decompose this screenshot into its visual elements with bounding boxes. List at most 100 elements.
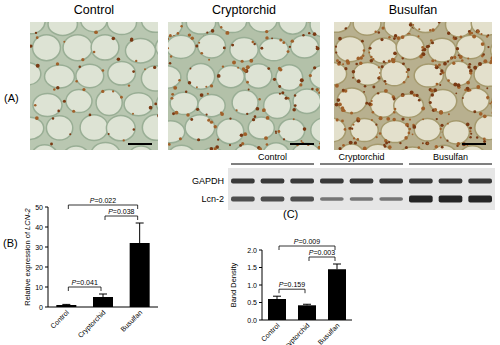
stained-cell bbox=[200, 52, 203, 55]
panel-label: (A) bbox=[4, 92, 19, 104]
stained-cell bbox=[374, 31, 376, 33]
stained-cell bbox=[313, 66, 316, 69]
y-tick bbox=[259, 320, 262, 321]
stained-cell bbox=[191, 37, 194, 40]
tubule bbox=[338, 144, 364, 150]
stained-cell bbox=[454, 37, 457, 40]
y-tick-label: 0.5 bbox=[247, 299, 257, 306]
stained-cell bbox=[275, 132, 277, 134]
tubule bbox=[459, 146, 487, 150]
stained-cell bbox=[450, 57, 452, 59]
tubule bbox=[334, 118, 346, 142]
tubule bbox=[127, 146, 154, 150]
tubule bbox=[248, 117, 274, 139]
stained-cell bbox=[368, 102, 371, 105]
y-tick bbox=[45, 267, 48, 268]
stained-cell bbox=[469, 130, 471, 132]
bar bbox=[328, 269, 346, 320]
stained-cell bbox=[359, 62, 363, 66]
tubule bbox=[414, 119, 440, 141]
stained-cell bbox=[293, 118, 295, 120]
stained-cell bbox=[294, 94, 296, 96]
micrograph bbox=[168, 22, 320, 150]
stained-cell bbox=[168, 143, 171, 146]
stained-cell bbox=[349, 141, 353, 145]
stained-cell bbox=[170, 97, 173, 100]
stained-cell bbox=[446, 140, 448, 142]
tubule bbox=[76, 64, 104, 87]
stained-cell bbox=[210, 147, 214, 150]
error-bar bbox=[303, 304, 311, 305]
tubule bbox=[198, 34, 226, 58]
blot-band bbox=[231, 179, 255, 184]
stained-cell bbox=[466, 81, 470, 85]
stained-cell bbox=[190, 68, 192, 70]
stained-cell bbox=[487, 34, 489, 36]
stained-cell bbox=[476, 136, 478, 138]
plot-marks bbox=[56, 223, 149, 307]
stained-cell bbox=[318, 146, 320, 150]
y-tick-label: 10 bbox=[35, 284, 43, 291]
stained-cell bbox=[206, 114, 208, 116]
stained-cell bbox=[135, 60, 137, 62]
stained-cell bbox=[491, 101, 492, 104]
stained-cell bbox=[433, 88, 437, 92]
stained-cell bbox=[169, 62, 172, 65]
tubule bbox=[334, 62, 347, 84]
stained-cell bbox=[262, 110, 264, 112]
stained-cell bbox=[279, 93, 281, 95]
stained-cell bbox=[217, 74, 221, 78]
stained-cell bbox=[358, 118, 361, 121]
stained-cell bbox=[249, 59, 253, 63]
stained-cell bbox=[30, 44, 33, 47]
stained-cell bbox=[35, 32, 37, 34]
stained-cell bbox=[254, 115, 257, 118]
stained-cell bbox=[457, 83, 461, 87]
tubule bbox=[411, 22, 440, 33]
stained-cell bbox=[378, 66, 380, 68]
tubule bbox=[158, 144, 159, 150]
tubule bbox=[350, 118, 378, 141]
stained-cell bbox=[409, 23, 413, 27]
stained-cell bbox=[171, 93, 174, 96]
tubule bbox=[186, 22, 215, 34]
stained-cell bbox=[63, 100, 66, 103]
stained-cell bbox=[278, 85, 281, 88]
p-number: =0.003 bbox=[314, 249, 336, 256]
tubule bbox=[216, 119, 243, 144]
tubule bbox=[156, 35, 158, 59]
stained-cell bbox=[262, 108, 266, 112]
stained-cell bbox=[440, 137, 442, 139]
stained-cell bbox=[405, 146, 408, 149]
p-value: P=0.003 bbox=[309, 249, 335, 256]
micrograph-title: Control bbox=[74, 3, 114, 17]
blot-band bbox=[439, 179, 463, 184]
stained-cell bbox=[409, 118, 411, 120]
stained-cell bbox=[89, 114, 92, 117]
stained-cell bbox=[356, 118, 360, 122]
stained-cell bbox=[421, 107, 425, 111]
tubule bbox=[394, 94, 424, 117]
tubule bbox=[168, 121, 185, 143]
stained-cell bbox=[300, 78, 304, 82]
stained-cell bbox=[384, 89, 388, 93]
tubule bbox=[142, 115, 158, 141]
stained-cell bbox=[210, 120, 213, 123]
tubule bbox=[264, 93, 291, 119]
tubule bbox=[276, 65, 303, 91]
stained-cell bbox=[169, 34, 172, 37]
stained-cell bbox=[430, 89, 434, 93]
tubule bbox=[310, 65, 320, 89]
stained-cell bbox=[363, 49, 366, 52]
p-value: P=0.159 bbox=[279, 281, 305, 288]
stained-cell bbox=[36, 36, 39, 39]
p-number: =0.159 bbox=[284, 281, 306, 288]
stained-cell bbox=[246, 113, 248, 115]
stained-cell bbox=[462, 97, 464, 99]
tubule bbox=[232, 90, 258, 114]
tubule bbox=[428, 38, 456, 62]
stained-cell bbox=[281, 91, 284, 94]
tubule bbox=[381, 61, 408, 86]
stained-cell bbox=[223, 46, 226, 49]
stained-cell bbox=[492, 137, 493, 141]
